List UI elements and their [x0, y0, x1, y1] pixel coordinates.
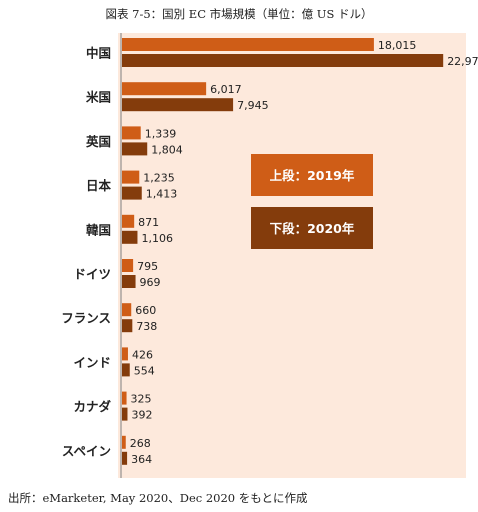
bar-2019 [122, 303, 132, 317]
legend-2020-label: 下段：2020年 [270, 221, 355, 236]
category-label: ドイツ [73, 267, 111, 282]
value-label-2020: 7,945 [237, 99, 269, 112]
bar-2019 [122, 347, 128, 361]
value-label-2019: 426 [132, 348, 153, 361]
value-label-2020: 22,970 [447, 55, 478, 68]
bar-2019 [122, 82, 207, 96]
value-labels-group: 18,015 22,970 6,017 7,945 1,339 1,804 1,235 1,4… [130, 39, 478, 466]
value-label-2019: 1,235 [143, 172, 175, 185]
category-label: インド [73, 355, 111, 370]
bar-2019 [122, 126, 141, 140]
legend-2020-box [251, 207, 373, 249]
bar-2019 [122, 214, 135, 228]
category-label: 中国 [86, 46, 111, 61]
bar-2020 [122, 186, 142, 200]
value-label-2020: 1,804 [151, 143, 183, 156]
value-label-2019: 1,339 [145, 127, 177, 140]
category-label: スペイン [62, 443, 111, 458]
category-label: カナダ [73, 399, 111, 414]
bar-2019 [122, 391, 127, 405]
bar-2019 [122, 435, 126, 449]
value-label-2019: 325 [131, 393, 152, 406]
chart-title: 図表 7-5：国別 EC 市場規模（単位：億 US ドル） [105, 7, 373, 21]
category-label: フランス [61, 311, 111, 326]
bar-2019 [122, 38, 374, 51]
value-label-2020: 554 [134, 364, 155, 377]
value-label-2020: 392 [131, 409, 152, 422]
value-label-2020: 364 [131, 453, 152, 466]
category-label: 米国 [85, 90, 111, 105]
category-label: 日本 [86, 178, 112, 193]
bar-2019 [122, 259, 134, 272]
bar-2020 [122, 275, 136, 288]
bar-2020 [122, 142, 148, 156]
value-label-2019: 871 [138, 216, 159, 229]
category-label: 英国 [86, 134, 111, 149]
category-label: 韓国 [86, 222, 111, 237]
value-label-2019: 660 [135, 304, 156, 317]
bar-2019 [122, 170, 140, 184]
bar-2020 [122, 363, 130, 377]
value-label-2019: 18,015 [378, 39, 417, 52]
bar-2020 [122, 98, 234, 112]
bar-2020 [122, 407, 128, 421]
value-label-2020: 969 [140, 276, 161, 289]
legend: 上段：2019年 下段：2020年 [251, 154, 373, 249]
value-label-2020: 738 [136, 320, 157, 333]
legend-2019-box [251, 154, 373, 196]
bar-2020 [122, 451, 128, 465]
bar-2020 [122, 319, 133, 333]
bars-group [122, 38, 444, 465]
source-note: 出所：eMarketer, May 2020、Dec 2020 をもとに作成 [8, 491, 308, 505]
bar-2020 [122, 230, 138, 244]
value-label-2019: 795 [137, 260, 158, 273]
value-label-2019: 6,017 [210, 83, 242, 96]
value-label-2019: 268 [130, 437, 151, 450]
bar-2020 [122, 54, 444, 67]
legend-2019-label: 上段：2019年 [270, 168, 355, 183]
value-label-2020: 1,106 [141, 232, 173, 245]
value-label-2020: 1,413 [146, 188, 178, 201]
